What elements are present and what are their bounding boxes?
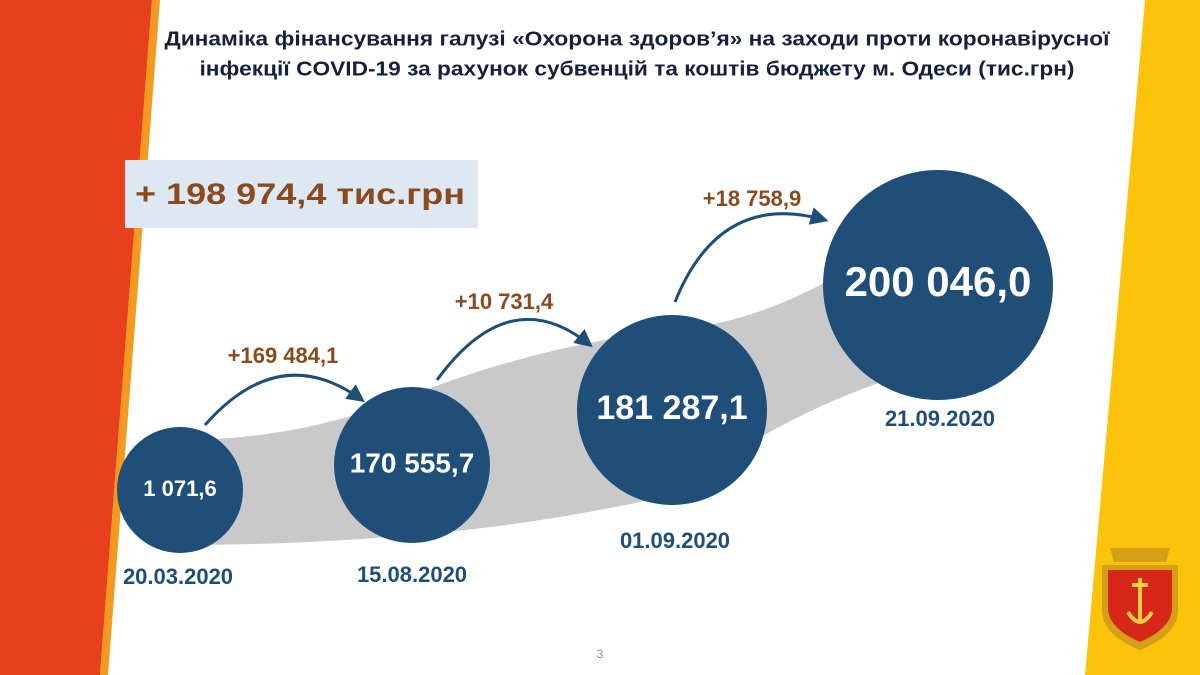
node-circle [334, 387, 490, 543]
total: + 198 974,4 тис.грн [135, 178, 465, 211]
total-box [125, 160, 478, 228]
increment: +10 731,4 [455, 289, 554, 314]
increment: +169 484,1 [228, 343, 339, 368]
right-band [1085, 0, 1200, 675]
node-value: 170 555,7 [350, 447, 475, 478]
node-circle [577, 315, 767, 505]
node-value: 181 287,1 [596, 389, 747, 427]
node-value: 200 046,0 [845, 258, 1032, 305]
arrow [203, 373, 365, 426]
title-line: Динаміка фінансування галузі «Охорона зд… [165, 28, 1110, 50]
node-circle [117, 427, 243, 553]
node-value: 1 071,6 [143, 476, 216, 501]
node-date: 01.09.2020 [620, 528, 730, 553]
node-circle [823, 170, 1053, 400]
page-number: 3 [597, 647, 604, 661]
coat-of-arms [1102, 548, 1178, 650]
arrow [435, 317, 593, 381]
node-date: 21.09.2020 [885, 406, 995, 431]
left-band [0, 0, 152, 675]
arrow [673, 207, 829, 303]
increment: +18 758,9 [703, 186, 801, 211]
node-date: 20.03.2020 [123, 564, 233, 589]
node-date: 15.08.2020 [357, 562, 467, 587]
title-line: інфекції COVID-19 за рахунок субвенцій т… [200, 58, 1075, 80]
